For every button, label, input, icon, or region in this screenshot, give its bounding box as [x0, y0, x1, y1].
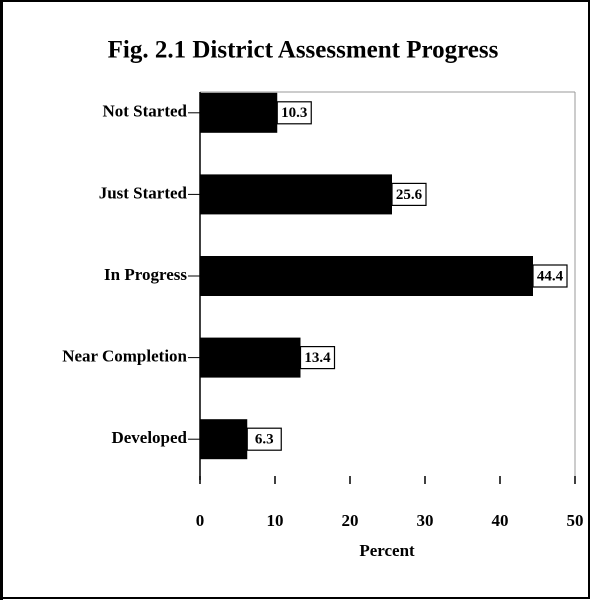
bar — [200, 92, 278, 133]
x-tick-label: 10 — [267, 511, 284, 530]
value-label-box — [276, 101, 312, 125]
value-label: 25.6 — [396, 187, 423, 203]
value-label-box — [391, 182, 427, 206]
value-label: 13.4 — [304, 350, 331, 366]
y-tick-label: Not Started — [102, 102, 187, 121]
x-tick-label: 30 — [417, 511, 434, 530]
value-label-box — [246, 427, 282, 451]
value-label: 6.3 — [255, 432, 274, 448]
value-label-box — [532, 264, 568, 288]
value-label-box — [299, 346, 336, 370]
bar — [200, 174, 392, 215]
value-label: 44.4 — [537, 268, 564, 284]
x-tick-label: 40 — [492, 511, 509, 530]
x-tick-label: 20 — [342, 511, 359, 530]
bar — [200, 256, 533, 296]
x-tick-label: 0 — [196, 511, 205, 530]
y-tick-label: Developed — [111, 428, 187, 447]
y-tick-label: In Progress — [104, 265, 187, 284]
chart-title: Fig. 2.1 District Assessment Progress — [108, 37, 499, 64]
y-tick-label: Near Completion — [62, 347, 187, 366]
bar — [200, 419, 248, 460]
bar — [200, 337, 301, 378]
y-tick-label: Just Started — [99, 183, 188, 202]
x-axis-label: Percent — [359, 541, 415, 560]
x-tick-label: 50 — [567, 511, 584, 530]
value-label: 10.3 — [281, 105, 307, 121]
